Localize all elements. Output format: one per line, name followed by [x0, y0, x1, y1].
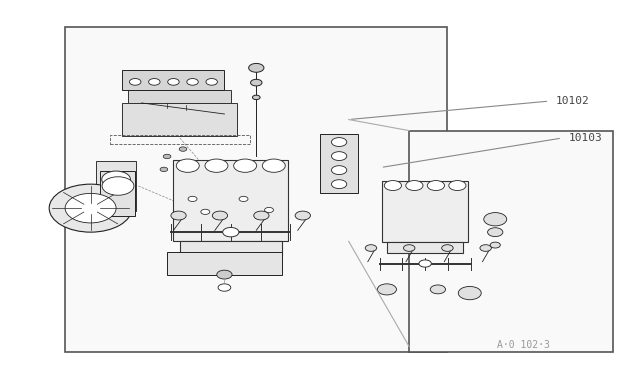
Circle shape: [176, 159, 199, 172]
Circle shape: [384, 180, 401, 190]
Circle shape: [378, 284, 396, 295]
Circle shape: [65, 193, 116, 223]
Bar: [128, 90, 232, 103]
Circle shape: [262, 159, 285, 172]
Circle shape: [484, 212, 507, 226]
Text: 10103: 10103: [568, 133, 602, 143]
Circle shape: [365, 245, 377, 251]
Circle shape: [332, 180, 347, 189]
Circle shape: [102, 171, 131, 187]
Circle shape: [212, 211, 228, 220]
Circle shape: [188, 196, 197, 202]
Circle shape: [458, 286, 481, 300]
Circle shape: [49, 184, 132, 232]
Circle shape: [171, 211, 186, 220]
Circle shape: [163, 154, 171, 159]
Circle shape: [218, 284, 231, 291]
Bar: [409, 131, 613, 352]
Circle shape: [217, 270, 232, 279]
Circle shape: [490, 242, 500, 248]
Circle shape: [148, 78, 160, 85]
Bar: [109, 135, 250, 144]
Circle shape: [488, 228, 503, 237]
Circle shape: [406, 180, 423, 190]
Text: 10102: 10102: [556, 96, 589, 106]
Circle shape: [295, 211, 310, 220]
Circle shape: [430, 285, 445, 294]
Bar: [173, 160, 288, 241]
Circle shape: [102, 177, 134, 195]
Circle shape: [449, 180, 466, 190]
Circle shape: [252, 95, 260, 100]
Circle shape: [201, 209, 210, 214]
Bar: [122, 103, 237, 136]
Circle shape: [160, 167, 168, 171]
Circle shape: [253, 211, 269, 220]
Circle shape: [332, 166, 347, 174]
Circle shape: [332, 152, 347, 161]
Circle shape: [179, 147, 187, 151]
Circle shape: [403, 245, 415, 251]
Bar: [387, 242, 463, 253]
Circle shape: [428, 180, 445, 190]
Bar: [100, 171, 135, 215]
Bar: [96, 161, 136, 211]
Bar: [122, 70, 225, 90]
Bar: [320, 134, 358, 193]
Circle shape: [206, 78, 218, 85]
Circle shape: [239, 196, 248, 202]
Circle shape: [205, 159, 228, 172]
Circle shape: [187, 78, 198, 85]
Circle shape: [332, 138, 347, 147]
Circle shape: [419, 260, 431, 267]
Circle shape: [234, 159, 257, 172]
Bar: [65, 27, 447, 352]
Bar: [180, 241, 282, 256]
Circle shape: [250, 79, 262, 86]
Bar: [167, 253, 282, 275]
Circle shape: [223, 227, 239, 237]
Bar: [382, 182, 468, 242]
Circle shape: [129, 78, 141, 85]
Text: A·0 102·3: A·0 102·3: [497, 340, 550, 350]
Circle shape: [480, 245, 492, 251]
Circle shape: [442, 245, 453, 251]
Circle shape: [168, 78, 179, 85]
Circle shape: [264, 208, 273, 212]
Circle shape: [248, 63, 264, 72]
